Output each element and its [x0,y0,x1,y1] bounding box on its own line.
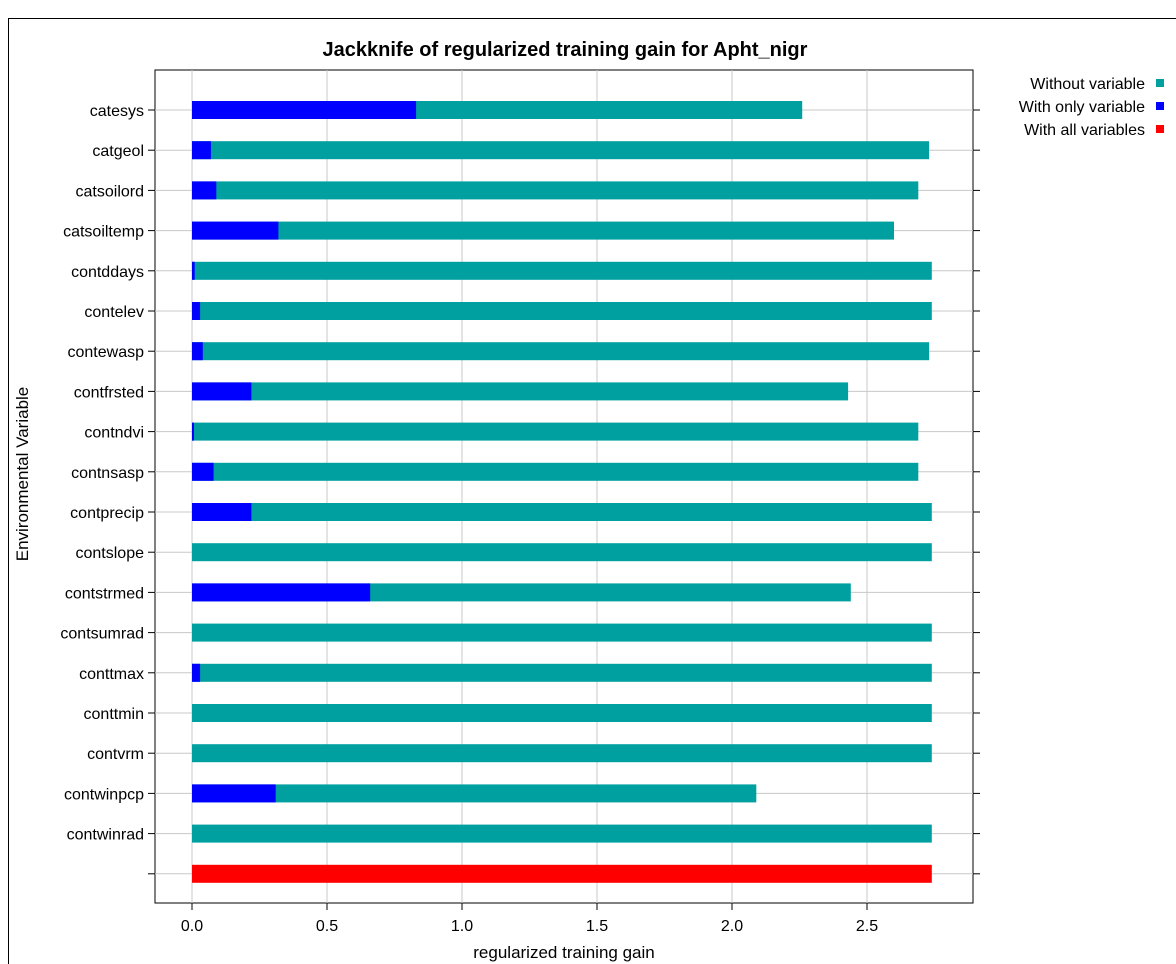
bar-with-only-variable-contndvi [192,422,194,441]
x-tick-label: 0.0 [181,918,203,935]
legend-label: Without variable [1030,76,1145,93]
bar-without-variable-contsumrad [192,623,932,642]
bar-with-only-variable-contprecip [192,503,252,521]
bar-without-variable-contslope [192,543,932,562]
bar-without-variable-conttmin [192,704,932,722]
plot-area [154,69,974,904]
figure-border-left [8,18,9,964]
bar-with-only-variable-contfrsted [192,382,252,401]
chart-title: Jackknife of regularized training gain f… [323,39,808,61]
y-tick-label-contwinpcp: contwinpcp [64,786,144,803]
bar-without-variable-contprecip [192,503,932,521]
y-axis-label: Environmental Variable [13,387,32,562]
bar-with-only-variable-contddays [192,261,195,280]
bar-without-variable-contelev [192,302,932,320]
bar-without-variable-contvrm [192,744,932,763]
bar-without-variable-catsoiltemp [192,221,894,240]
x-tick-label: 1.0 [451,918,473,935]
x-tick-label: 2.5 [856,918,878,935]
legend-swatch [1156,125,1164,133]
y-tick-label-conttmin: conttmin [84,706,144,723]
y-tick-label-catsoiltemp: catsoiltemp [63,224,144,241]
figure-border-top [8,18,1176,19]
bar-without-variable-contwinrad [192,824,932,843]
bar-with-only-variable-contstrmed [192,583,371,602]
bar-with-all-variables [192,864,932,883]
bar-without-variable-contddays [192,261,932,280]
bar-with-only-variable-catesys [192,101,417,119]
y-tick-label-contndvi: contndvi [84,425,144,442]
legend-swatch [1156,102,1164,110]
legend: Without variable With only variable With a… [1019,76,1164,139]
bars [192,101,932,883]
bar-with-only-variable-catsoilord [192,181,217,200]
y-tick-label-contewasp: contewasp [68,344,145,361]
x-tick-label: 1.5 [586,918,608,935]
legend-label: With all variables [1024,122,1145,139]
bar-with-only-variable-contelev [192,302,201,320]
y-tick-label-catgeol: catgeol [92,143,144,160]
y-tick-label-catsoilord: catsoilord [76,183,144,200]
legend-label: With only variable [1019,99,1145,116]
bar-with-only-variable-catsoiltemp [192,221,279,240]
x-axis-label: regularized training gain [473,943,654,962]
bar-without-variable-conttmax [192,663,932,682]
bar-without-variable-catgeol [192,141,930,160]
y-tick-label-contelev: contelev [84,304,144,321]
y-tick-label-contsumrad: contsumrad [60,626,144,643]
y-tick-labels: catesys catgeol catsoilord catsoiltemp contd… [60,103,980,875]
x-tick-labels: 0.0 0.5 1.0 1.5 2.0 2.5 [181,903,878,935]
bar-without-variable-contewasp [192,342,930,361]
bar-without-variable-contnsasp [192,462,919,481]
y-tick-label-contnsasp: contnsasp [71,465,144,482]
bar-without-variable-contwinpcp [192,784,757,803]
y-tick-label-contfrsted: contfrsted [74,384,144,401]
y-tick-label-contvrm: contvrm [87,746,144,763]
bar-without-variable-contfrsted [192,382,849,401]
y-tick-label-catesys: catesys [90,103,144,120]
x-tick-label: 2.0 [721,918,743,935]
x-tick-label: 0.5 [316,918,338,935]
bar-with-only-variable-contnsasp [192,462,214,481]
bar-with-only-variable-contewasp [192,342,203,361]
y-tick-label-contwinrad: contwinrad [67,827,144,844]
bar-with-only-variable-contwinpcp [192,784,276,803]
legend-swatch [1156,79,1164,87]
bar-with-only-variable-conttmax [192,663,201,682]
bar-with-only-variable-catgeol [192,141,211,160]
y-tick-label-conttmax: conttmax [79,666,144,683]
y-tick-label-contddays: contddays [71,264,144,281]
bar-without-variable-catsoilord [192,181,919,200]
y-tick-label-contprecip: contprecip [70,505,144,522]
y-tick-label-contslope: contslope [76,545,145,562]
bar-without-variable-contndvi [192,422,919,441]
y-tick-label-contstrmed: contstrmed [65,585,144,602]
